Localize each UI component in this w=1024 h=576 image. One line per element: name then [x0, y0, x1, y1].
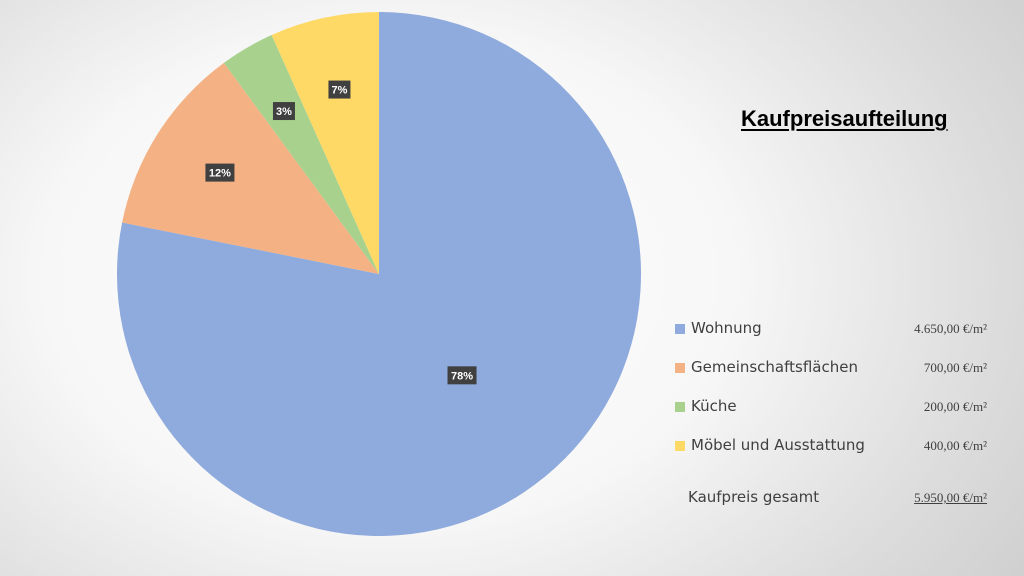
- total-row: Kaufpreis gesamt 5.950,00 €/m²: [688, 486, 987, 510]
- legend-label-wohnung: Wohnung: [691, 319, 762, 337]
- svg-text:78%: 78%: [451, 370, 473, 382]
- pie-slice-moebel: [271, 12, 379, 274]
- legend-value-gemeinschaftsflaechen: 700,00 €/m²: [923, 360, 987, 375]
- data-label-kueche: 3%: [272, 102, 295, 121]
- legend-label-moebel: Möbel und Ausstattung: [691, 436, 865, 454]
- legend-swatch-moebel: [675, 441, 685, 451]
- legend-label-kueche: Küche: [691, 397, 737, 415]
- pie-slice-gemeinschaftsflaechen: [122, 62, 379, 275]
- svg-text:12%: 12%: [209, 168, 231, 180]
- svg-text:3%: 3%: [276, 106, 292, 118]
- total-value: 5.950,00 €/m²: [914, 490, 987, 505]
- legend-swatch-kueche: [675, 402, 685, 412]
- data-label-moebel: 7%: [328, 80, 351, 99]
- legend-value-moebel: 400,00 €/m²: [923, 438, 987, 453]
- legend-item-moebel: Möbel und Ausstattung 400,00 €/m²: [675, 434, 987, 458]
- legend-item-kueche: Küche 200,00 €/m²: [675, 395, 987, 419]
- total-label: Kaufpreis gesamt: [688, 488, 820, 506]
- legend-swatch-gemeinschaftsflaechen: [675, 363, 685, 373]
- legend-value-kueche: 200,00 €/m²: [923, 399, 987, 414]
- legend-value-wohnung: 4.650,00 €/m²: [914, 321, 987, 336]
- legend-swatch-wohnung: [675, 324, 685, 334]
- legend-label-gemeinschaftsflaechen: Gemeinschaftsflächen: [691, 358, 858, 376]
- legend-item-wohnung: Wohnung 4.650,00 €/m²: [675, 317, 987, 341]
- data-label-gemeinschaftsflaechen: 12%: [205, 163, 235, 182]
- chart-title: Kaufpreisaufteilung: [741, 106, 948, 131]
- pie-slice-kueche: [223, 35, 379, 274]
- data-label-wohnung: 78%: [447, 366, 477, 385]
- svg-text:7%: 7%: [332, 85, 348, 97]
- legend-item-gemeinschaftsflaechen: Gemeinschaftsflächen 700,00 €/m²: [675, 356, 987, 380]
- pie-slice-wohnung: [116, 12, 642, 536]
